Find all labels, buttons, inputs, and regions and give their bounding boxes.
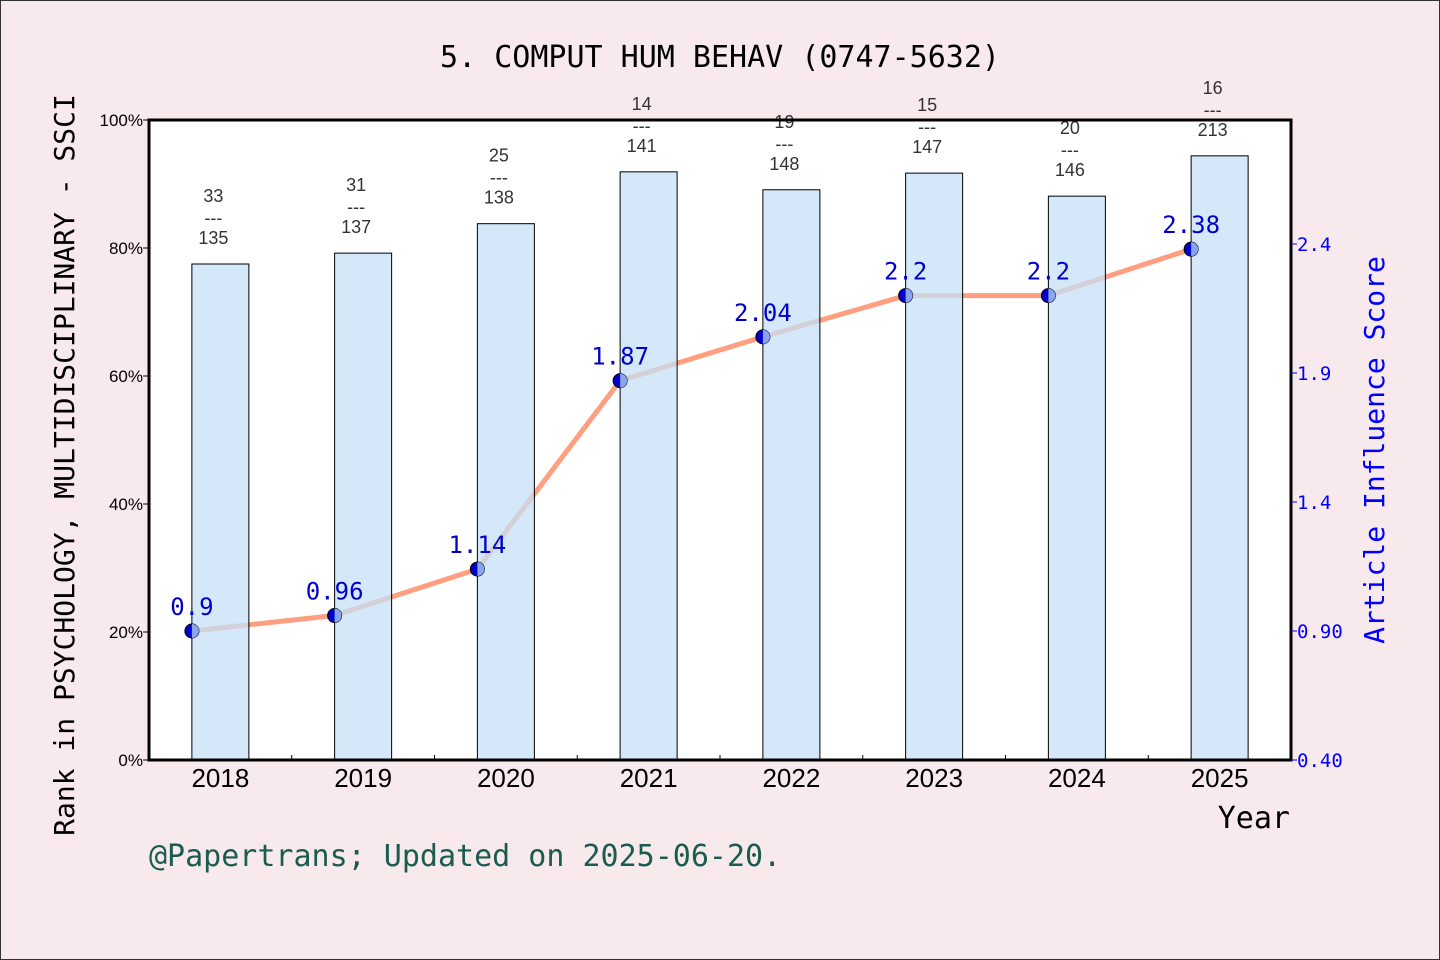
right-tick-label: 0.40 <box>1297 750 1343 772</box>
bar-2019 <box>334 252 393 761</box>
x-tick-label: 2025 <box>1191 763 1249 793</box>
bar-separator: --- <box>775 134 793 154</box>
bar-total-label: 141 <box>627 136 657 156</box>
right-tick-label: 0.90 <box>1297 621 1343 643</box>
bar-rank-label: 19 <box>774 112 794 132</box>
bar-rank-label: 25 <box>489 146 509 166</box>
line-value-label: 2.2 <box>884 258 927 286</box>
bar-rank-label: 16 <box>1203 78 1223 98</box>
bar-separator: --- <box>918 117 936 137</box>
plot-area <box>149 120 1291 761</box>
footer-credit: @Papertrans; Updated on 2025-06-20. <box>149 839 781 874</box>
bar-rank-label: 33 <box>203 186 223 206</box>
left-tick-label: 60% <box>109 367 143 386</box>
bar-separator: --- <box>1061 140 1079 160</box>
bar-2021 <box>619 171 678 761</box>
line-value-label: 2.38 <box>1162 211 1220 239</box>
bar-total-label: 213 <box>1198 120 1228 140</box>
line-marker-overlay <box>477 562 485 577</box>
bar-total-label: 147 <box>912 137 942 157</box>
bar-2023 <box>905 172 964 761</box>
bar-total-label: 146 <box>1055 160 1085 180</box>
bar-total-label: 148 <box>769 154 799 174</box>
left-axis-label: Rank in PSYCHOLOGY, MULTIDISCIPLINARY - … <box>48 94 81 836</box>
x-tick-label: 2022 <box>762 763 820 793</box>
right-tick-label: 2.4 <box>1297 234 1331 256</box>
line-value-label: 2.2 <box>1027 258 1070 286</box>
line-marker-overlay <box>191 624 199 638</box>
bar-rank-label: 31 <box>346 175 366 195</box>
left-tick-label: 40% <box>109 495 143 514</box>
bar-total-label: 137 <box>341 217 371 237</box>
x-tick-label: 2020 <box>477 763 535 793</box>
bar-2018 <box>191 263 250 761</box>
bar-series: 33---13531---13725---13814---14119---148… <box>191 78 1249 761</box>
left-tick-label: 100% <box>100 111 143 130</box>
line-value-label: 2.04 <box>734 299 792 327</box>
bar-rank-label: 20 <box>1060 118 1080 138</box>
right-tick-label: 1.4 <box>1297 492 1331 514</box>
left-tick-label: 80% <box>109 239 143 258</box>
right-axis-label: Article Influence Score <box>1358 256 1391 644</box>
line-marker-overlay <box>905 288 913 303</box>
bar-2025 <box>1190 155 1249 761</box>
line-value-label: 0.96 <box>306 578 364 606</box>
left-tick-label: 0% <box>118 751 143 770</box>
x-tick-label: 2023 <box>905 763 963 793</box>
bar-2020 <box>476 223 535 761</box>
line-marker-overlay <box>1191 242 1199 257</box>
axes: 0% 20% 40% 60% 80% 100% 0.40 0.90 1.4 1.9 2.4 2018 2… <box>100 111 1343 793</box>
line-marker-overlay <box>1048 288 1056 303</box>
bar-separator: --- <box>204 208 222 228</box>
x-tick-label: 2021 <box>620 763 678 793</box>
bar-rank-label: 15 <box>917 95 937 115</box>
bar-total-label: 135 <box>198 228 228 248</box>
line-markers: 0.9 0.96 1.14 1.87 2.04 2.2 2.2 2.38 <box>170 211 1220 639</box>
bar-2024 <box>1047 195 1106 761</box>
left-tick-label: 20% <box>109 623 143 642</box>
bar-separator: --- <box>1204 100 1222 120</box>
line-value-label: 1.87 <box>591 343 649 371</box>
right-tick-label: 1.9 <box>1297 363 1331 385</box>
line-marker-overlay <box>762 329 770 344</box>
line-value-label: 0.9 <box>170 593 213 621</box>
line-marker-overlay <box>620 373 628 388</box>
x-axis-label: Year <box>1218 801 1290 836</box>
line-marker-overlay <box>334 608 342 623</box>
line-value-label: 1.14 <box>448 531 506 559</box>
bar-rank-label: 14 <box>632 94 652 114</box>
x-tick-label: 2018 <box>191 763 249 793</box>
bar-total-label: 138 <box>484 188 514 208</box>
bar-separator: --- <box>347 197 365 217</box>
x-tick-label: 2024 <box>1048 763 1106 793</box>
chart-title: 5. COMPUT HUM BEHAV (0747-5632) <box>440 40 1000 75</box>
x-tick-label: 2019 <box>334 763 392 793</box>
bar-separator: --- <box>490 168 508 188</box>
bar-2022 <box>762 189 821 761</box>
